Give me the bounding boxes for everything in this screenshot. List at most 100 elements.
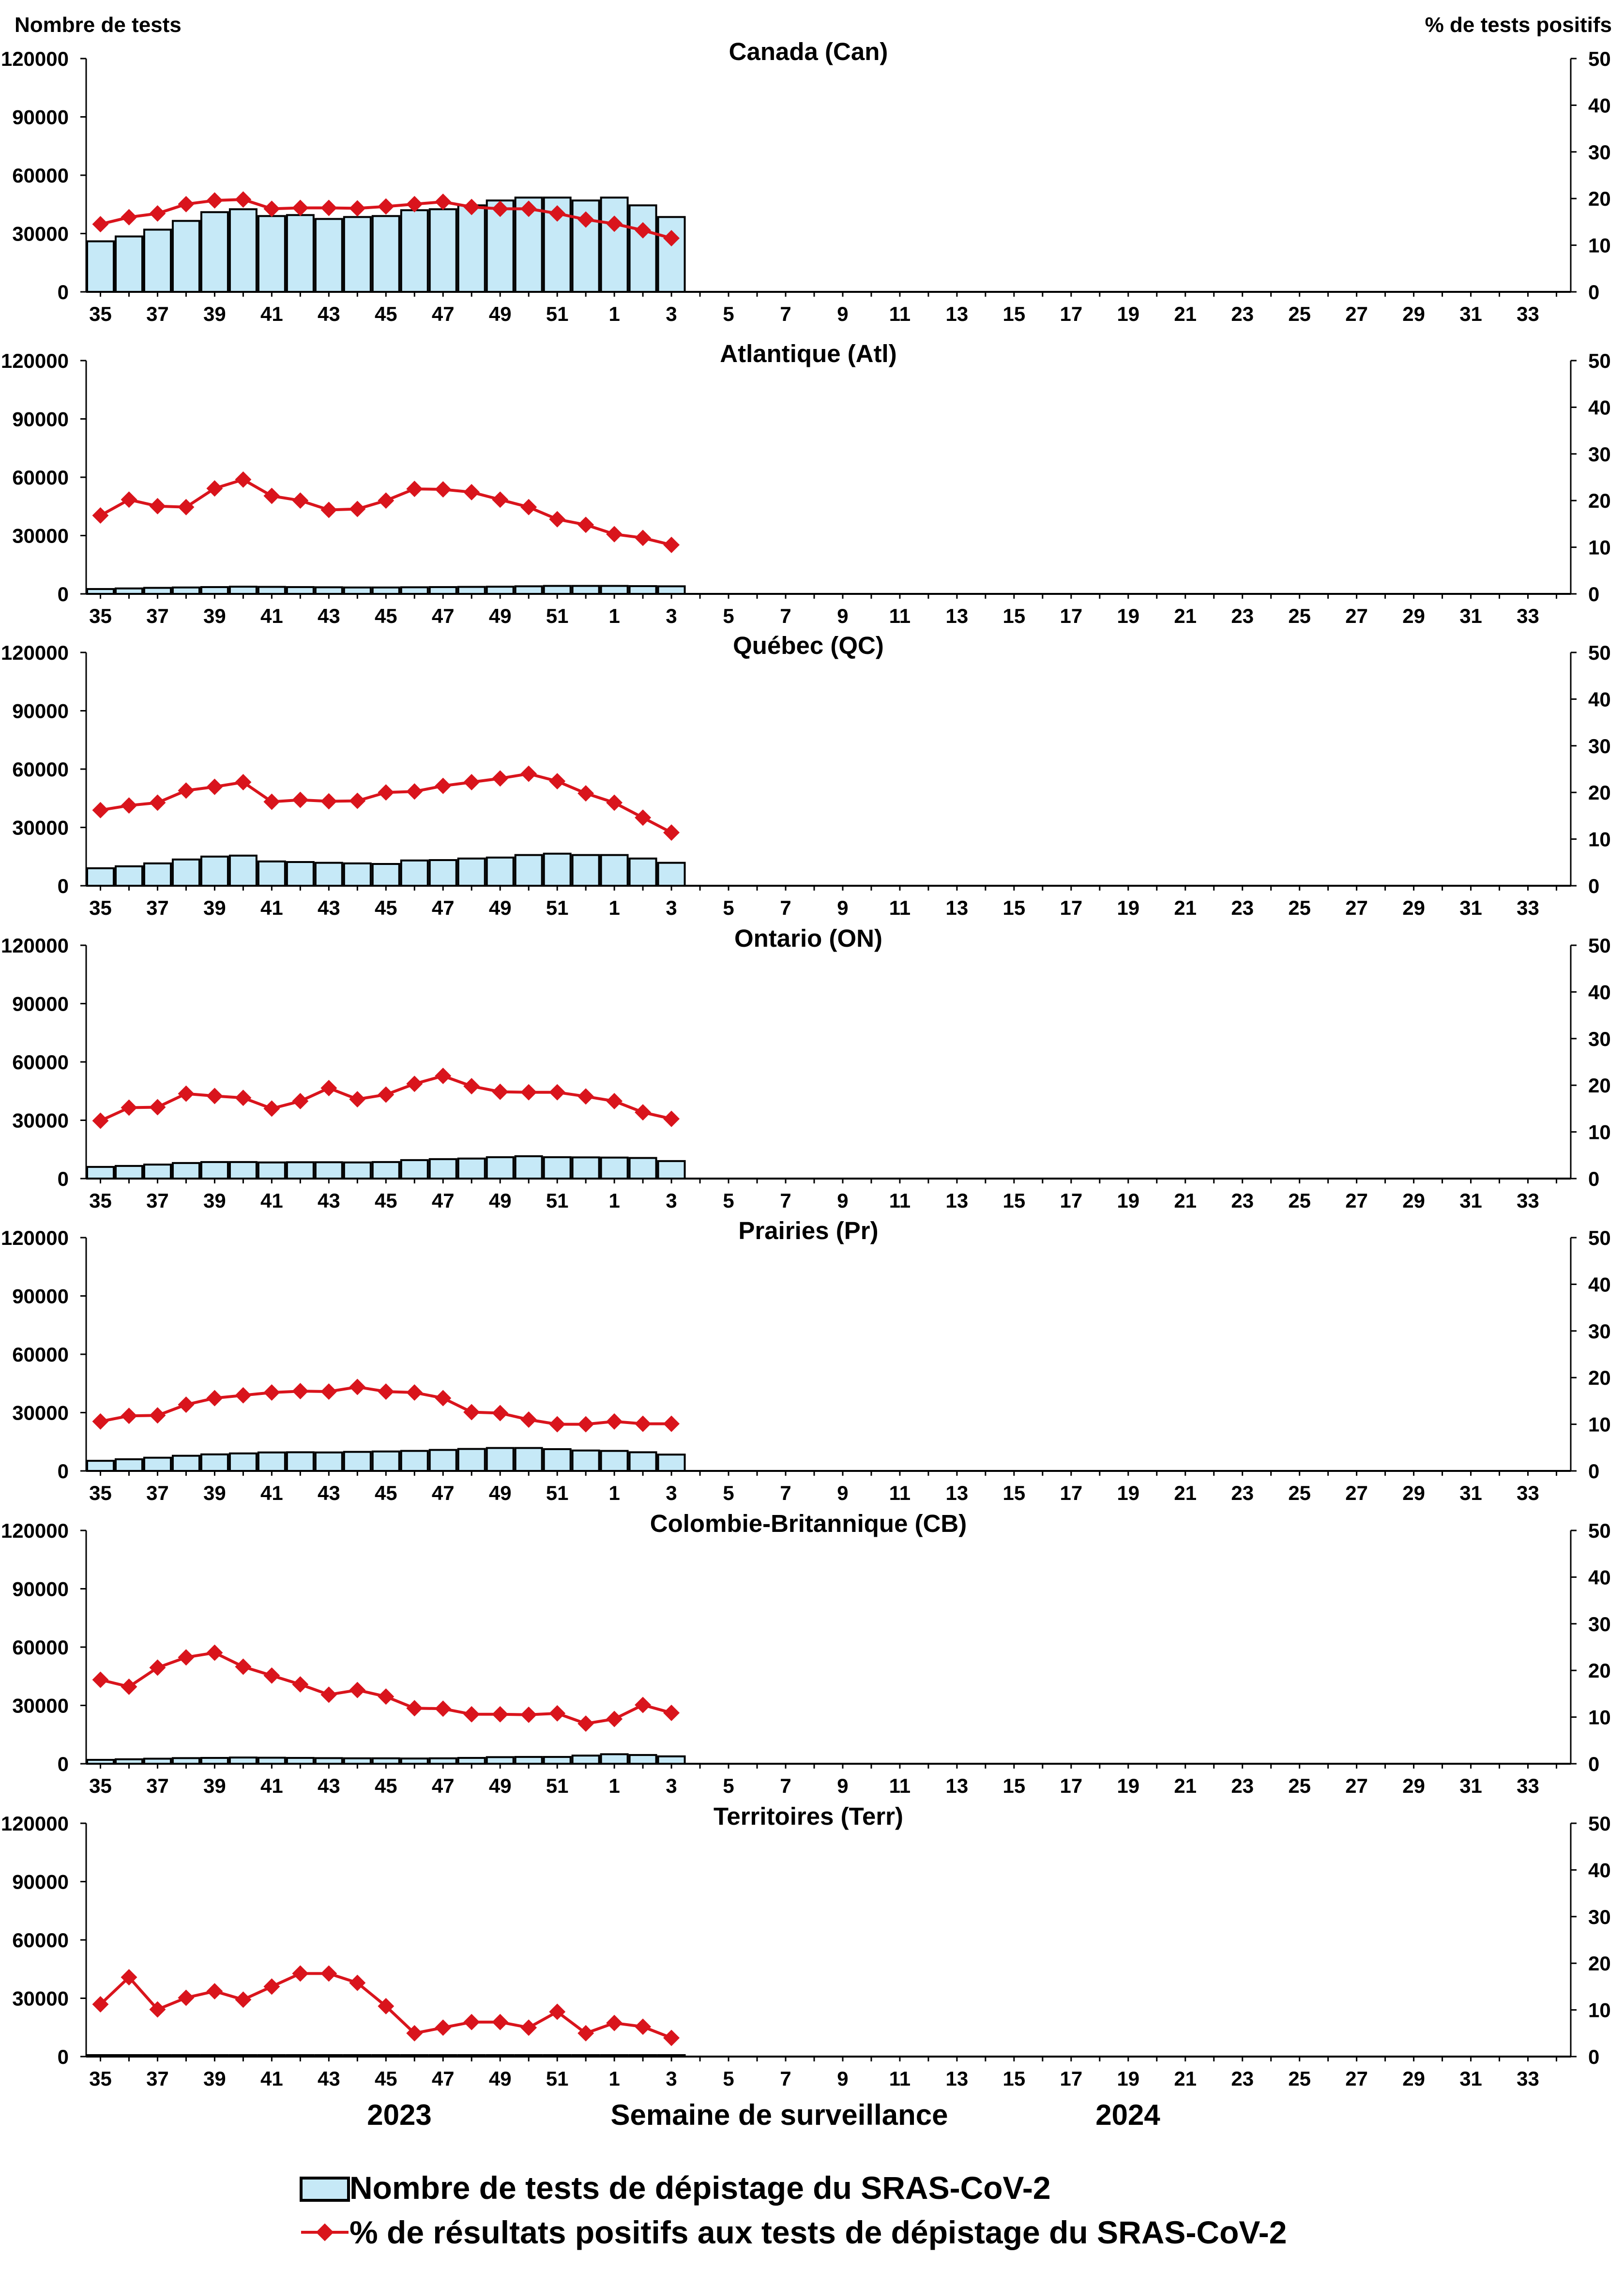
test-count-bar (657, 1453, 686, 1472)
x-axis-tick-label: 37 (146, 2067, 169, 2090)
percent-positive-marker (492, 770, 509, 787)
x-axis-tick-label: 27 (1345, 1482, 1368, 1504)
percent-positive-marker (492, 2013, 509, 2030)
test-count-bar (314, 862, 343, 887)
right-axis-tick-label: 30 (1588, 1320, 1611, 1343)
x-axis-tick-label: 17 (1060, 605, 1082, 627)
percent-positive-marker (463, 2013, 480, 2030)
left-axis-tick-label: 120000 (1, 1519, 69, 1542)
percent-positive-marker (320, 199, 337, 216)
test-count-bar (143, 862, 172, 887)
panel-title: Canada (Can) (729, 38, 888, 65)
x-axis-tick-label: 35 (89, 1189, 112, 1212)
x-axis-tick-label: 15 (1003, 303, 1026, 325)
test-count-bar (114, 1165, 143, 1180)
right-axis-tick-label: 0 (1588, 1167, 1599, 1190)
right-axis-tick-label: 20 (1588, 187, 1611, 210)
test-count-bar (314, 1161, 343, 1180)
left-axis-tick-label: 60000 (12, 1343, 69, 1366)
percent-positive-marker (463, 1706, 480, 1723)
percent-positive-marker (121, 1099, 137, 1116)
percent-positive-marker (263, 1978, 280, 1995)
legend-line-label: % de résultats positifs aux tests de dép… (349, 2214, 1287, 2250)
percent-positive-marker (635, 1104, 652, 1121)
percent-positive-marker (178, 196, 195, 212)
test-count-bar (257, 1451, 286, 1472)
x-axis-tick-label: 43 (318, 896, 340, 919)
test-count-bar (628, 204, 657, 293)
x-axis-tick-label: 1 (608, 1482, 620, 1504)
right-axis-tick-label: 40 (1588, 1566, 1611, 1589)
percent-positive-marker (663, 824, 680, 841)
x-axis-tick-label: 33 (1517, 1189, 1539, 1212)
x-axis-tick-label: 49 (489, 1189, 512, 1212)
test-count-bar (600, 1753, 629, 1765)
test-count-bar (228, 208, 258, 293)
x-axis-tick-label: 47 (432, 2067, 455, 2090)
x-axis-tick-label: 21 (1174, 303, 1197, 325)
test-count-bar (286, 586, 315, 595)
percent-positive-marker (406, 2025, 423, 2042)
percent-positive-marker (320, 1383, 337, 1400)
x-axis-tick-label: 35 (89, 303, 112, 325)
panel-title: Québec (QC) (733, 632, 884, 659)
x-axis-tick-label: 25 (1288, 1774, 1311, 1797)
x-axis-tick-label: 1 (608, 303, 620, 325)
percent-positive-marker (378, 1086, 395, 1103)
x-axis-tick-label: 1 (608, 1189, 620, 1212)
percent-positive-marker (577, 1715, 594, 1732)
percent-positive-marker (235, 1658, 252, 1675)
x-axis-tick-label: 33 (1517, 1482, 1539, 1504)
right-axis-tick-label: 30 (1588, 1613, 1611, 1635)
x-axis-tick-label: 49 (489, 1774, 512, 1797)
percent-positive-marker (92, 1671, 109, 1688)
percent-positive-marker (292, 1965, 309, 1982)
test-count-bar (257, 1161, 286, 1180)
percent-positive-marker (235, 1387, 252, 1404)
percent-positive-marker (549, 1705, 566, 1722)
percent-positive-marker (435, 1067, 452, 1084)
x-axis-tick-label: 49 (489, 1482, 512, 1504)
percent-positive-marker (292, 492, 309, 509)
test-count-bar (228, 1452, 258, 1472)
x-axis-tick-label: 5 (723, 1189, 734, 1212)
x-axis-tick-label: 11 (889, 896, 911, 919)
test-count-bar (571, 1449, 600, 1472)
test-count-bar (457, 857, 486, 887)
percent-positive-marker (263, 200, 280, 217)
legend-bar-swatch (300, 2177, 350, 2202)
test-count-bar (371, 215, 400, 293)
x-axis-tick-label: 29 (1402, 1189, 1425, 1212)
percent-positive-marker (263, 793, 280, 810)
x-axis-tick-label: 37 (146, 303, 169, 325)
x-axis-tick-label: 51 (546, 1774, 569, 1797)
right-axis-tick-label: 0 (1588, 281, 1599, 303)
x-axis-tick-label: 37 (146, 1774, 169, 1797)
x-axis-tick-label: 9 (837, 1482, 848, 1504)
percent-positive-marker (92, 802, 109, 818)
x-axis-tick-label: 43 (318, 1482, 340, 1504)
percent-positive-marker (206, 192, 223, 209)
percent-positive-marker (235, 774, 252, 790)
percent-positive-marker (635, 1415, 652, 1432)
x-axis-tick-label: 31 (1459, 605, 1482, 627)
left-axis-tick-label: 0 (58, 1167, 69, 1190)
x-axis-tick-label: 19 (1117, 1189, 1139, 1212)
test-count-bar (343, 862, 372, 887)
percent-positive-marker (606, 526, 623, 543)
test-count-bar (314, 586, 343, 595)
left-axis-tick-label: 90000 (12, 993, 69, 1015)
x-axis-tick-label: 51 (546, 2067, 569, 2090)
percent-positive-marker (235, 191, 252, 208)
right-axis-tick-label: 30 (1588, 141, 1611, 164)
percent-positive-marker (235, 471, 252, 488)
panel-title: Atlantique (Atl) (720, 340, 896, 367)
x-axis-tick-label: 25 (1288, 303, 1311, 325)
percent-positive-marker (435, 1700, 452, 1717)
percent-positive-marker (635, 809, 652, 826)
percent-positive-marker (178, 499, 195, 515)
x-axis-tick-label: 17 (1060, 303, 1082, 325)
test-count-bar (114, 1458, 143, 1472)
x-axis-tick-label: 37 (146, 896, 169, 919)
x-axis-tick-label: 7 (780, 1774, 791, 1797)
